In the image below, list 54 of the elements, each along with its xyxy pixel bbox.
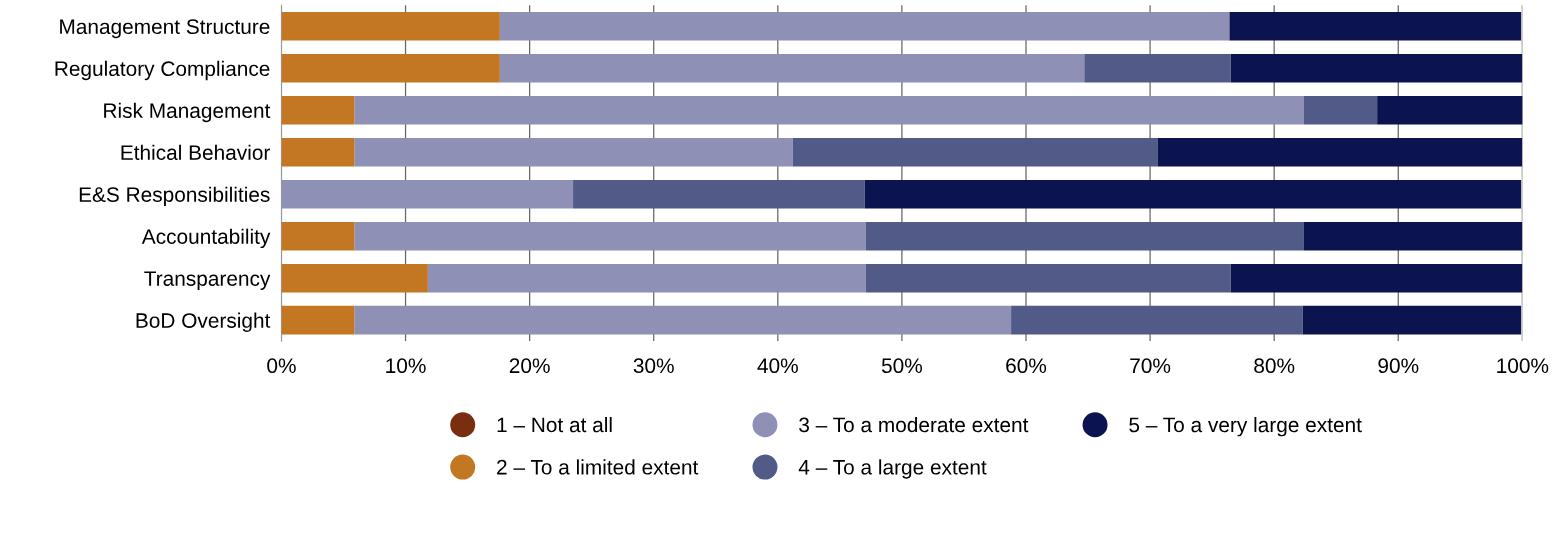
- y-tick-label: Management Structure: [60, 19, 270, 39]
- y-tick-label: E&S Responsibilities: [79, 186, 270, 207]
- bar: [865, 221, 1304, 251]
- legend-label: 1 – Not at all: [497, 416, 612, 433]
- bar: [864, 179, 1522, 209]
- x-tick-label: 90%: [1378, 358, 1419, 374]
- bar: [792, 137, 1158, 167]
- x-tick-label: 80%: [1254, 358, 1295, 374]
- bar: [281, 95, 355, 125]
- bar: [1302, 305, 1522, 335]
- bar: [281, 54, 500, 83]
- x-tick-label: 0%: [267, 358, 296, 374]
- x-tick-label: 30%: [633, 358, 674, 374]
- y-tick-label: Risk Management: [104, 102, 271, 123]
- x-tick-label: 10%: [386, 358, 426, 374]
- y-tick-label: BoD Oversight: [136, 312, 271, 332]
- bar: [1303, 221, 1523, 251]
- bar: [281, 137, 355, 167]
- x-tick-label: 70%: [1130, 358, 1171, 374]
- bar: [499, 54, 1085, 83]
- bar: [1303, 95, 1378, 125]
- x-tick-label: 60%: [1006, 358, 1047, 374]
- bar: [1084, 54, 1231, 83]
- bar: [865, 263, 1231, 293]
- x-tick-label: 40%: [757, 358, 798, 374]
- bar: [281, 12, 500, 41]
- bar: [354, 95, 1304, 125]
- bar: [1230, 263, 1523, 293]
- bar: [499, 12, 1230, 41]
- bar: [281, 305, 355, 335]
- y-tick-label: Accountability: [141, 228, 271, 249]
- y-tick-label: Transparency: [144, 271, 271, 291]
- x-tick-label: 50%: [881, 358, 923, 374]
- bar: [1157, 137, 1523, 167]
- bar: [427, 263, 866, 293]
- legend-label: 2 – To a limited extent: [497, 459, 699, 475]
- bar: [1011, 305, 1303, 335]
- x-tick-label: 100%: [1497, 358, 1549, 374]
- x-tick-label: 20%: [509, 358, 550, 374]
- bar: [281, 263, 428, 293]
- bar: [1230, 54, 1523, 83]
- y-tick-label: Ethical Behavior: [121, 144, 270, 160]
- legend-label: 3 – To a moderate extent: [799, 416, 1029, 433]
- legend-label: 4 – To a large extent: [798, 459, 987, 479]
- bar: [354, 305, 1012, 335]
- bar: [354, 137, 793, 167]
- bar: [281, 179, 574, 209]
- bar: [573, 179, 865, 209]
- bar: [281, 221, 355, 251]
- y-tick-label: Regulatory Compliance: [55, 60, 270, 81]
- bar: [354, 221, 866, 251]
- legend-label: 5 – To a very large extent: [1129, 416, 1362, 437]
- bar: [1229, 12, 1522, 41]
- bar: [1377, 95, 1523, 125]
